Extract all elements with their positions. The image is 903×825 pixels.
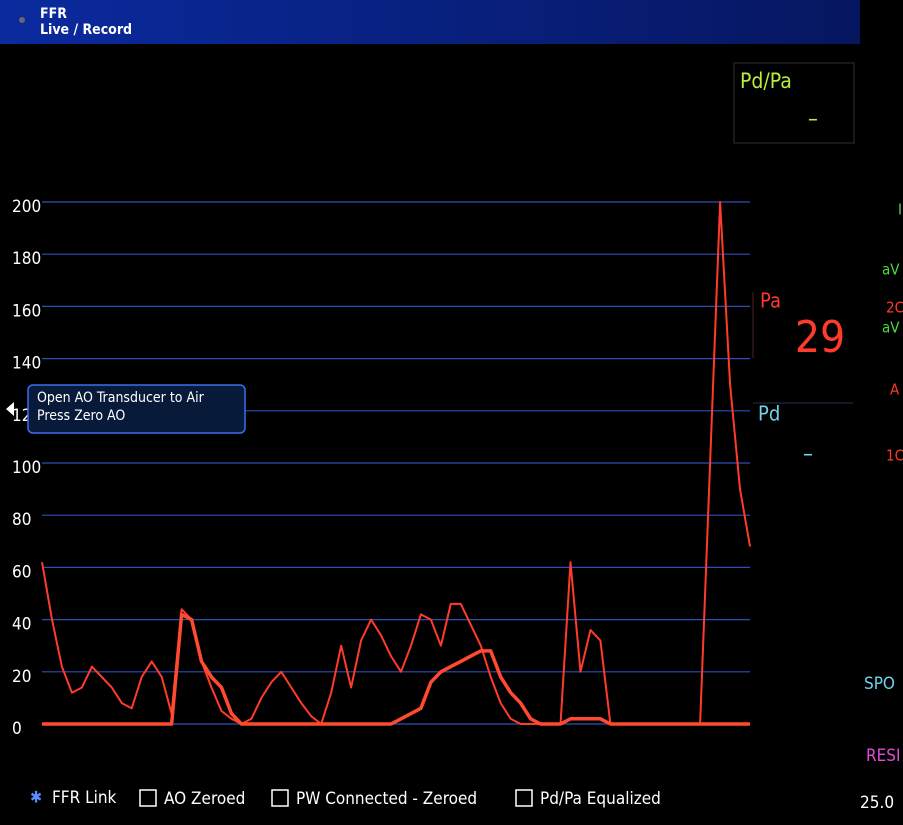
y-tick-label: 0 xyxy=(12,719,22,739)
pd-label: Pd xyxy=(758,402,780,426)
pdpa-label: Pd/Pa xyxy=(740,69,792,93)
y-tick-label: 40 xyxy=(12,615,31,635)
y-tick-label: 20 xyxy=(12,667,31,687)
y-tick-label: 160 xyxy=(12,301,41,321)
status-link: FFR Link xyxy=(52,788,117,808)
checkbox-label: PW Connected - Zeroed xyxy=(296,789,477,809)
y-tick-label: 200 xyxy=(12,197,41,217)
side-label: 2C xyxy=(886,299,903,317)
checkbox-label: AO Zeroed xyxy=(164,789,245,809)
tooltip-line: Press Zero AO xyxy=(37,408,125,424)
side-label: aV xyxy=(882,261,900,279)
pdpa-value: – xyxy=(808,107,818,132)
y-tick-label: 80 xyxy=(12,510,31,530)
screen: FFR Live / Record Pd/Pa – Pa 29 Pd – 0 20… xyxy=(0,0,903,825)
checkbox-label: Pd/Pa Equalized xyxy=(540,789,661,809)
y-tick-label: 100 xyxy=(12,458,41,478)
bluetooth-icon: ✱ xyxy=(30,788,42,807)
y-tick-label: 140 xyxy=(12,354,41,374)
status-bar: AO Zeroed PW Connected - Zeroed Pd/Pa Equa… xyxy=(140,789,661,809)
y-tick-label: 60 xyxy=(12,562,31,582)
side-label: I xyxy=(898,201,902,219)
pd-value: – xyxy=(803,442,813,467)
side-label: SPO xyxy=(864,674,895,694)
pa-label: Pa xyxy=(760,289,781,313)
y-tick-label: 180 xyxy=(12,249,41,269)
pa-value: 29 xyxy=(795,312,845,363)
side-label: aV xyxy=(882,319,900,337)
side-label: RESI xyxy=(866,746,901,766)
side-label: 1C xyxy=(886,447,903,465)
icon xyxy=(19,17,25,23)
tooltip-line: Open AO Transducer to Air xyxy=(37,390,205,406)
header-subtitle: Live / Record xyxy=(40,22,132,38)
page: FFR Live / Record Pd/Pa – Pa 29 Pd – 0 20… xyxy=(0,0,903,825)
header-title: FFR xyxy=(40,6,67,22)
side-label: 25.0 xyxy=(860,793,894,813)
side-label: A xyxy=(890,381,900,399)
